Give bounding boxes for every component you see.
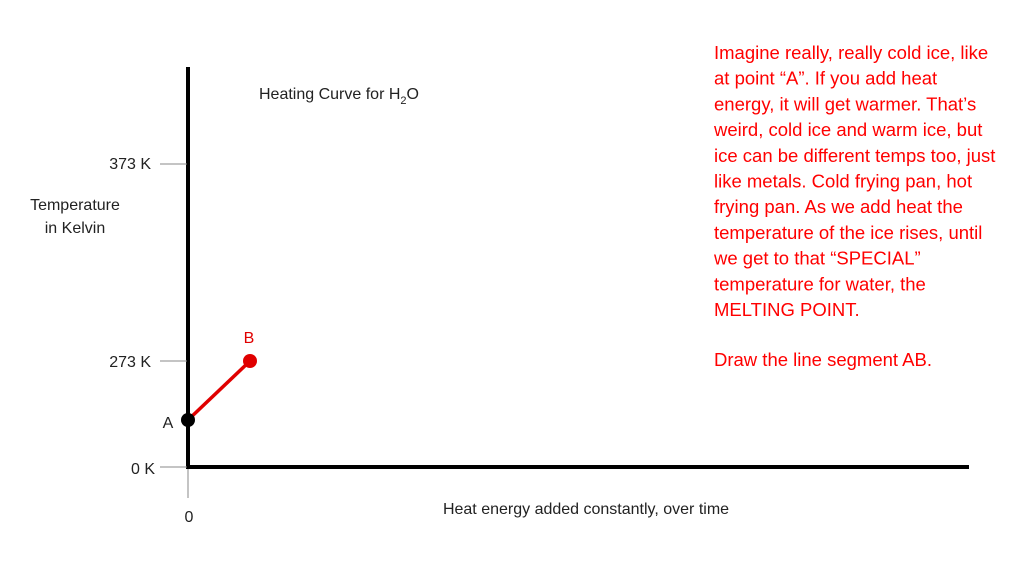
note-line: ice can be different temps too, just bbox=[714, 145, 995, 166]
x-tick-label: 0 bbox=[185, 509, 194, 526]
point-a bbox=[181, 413, 195, 427]
note-line: we get to that “SPECIAL” bbox=[713, 248, 921, 269]
note-line: like metals. Cold frying pan, hot bbox=[714, 171, 972, 192]
y-tick-label: 0 K bbox=[131, 461, 155, 478]
note-line: frying pan. As we add heat the bbox=[714, 196, 963, 217]
x-axis-label: Heat energy added constantly, over time bbox=[443, 501, 729, 518]
note-line: energy, it will get warmer. That’s bbox=[714, 93, 976, 114]
y-axis-label: in Kelvin bbox=[45, 220, 105, 237]
note-line: at point “A”. If you add heat bbox=[714, 68, 937, 89]
y-tick-label: 273 K bbox=[109, 354, 151, 371]
title-subscript: 2 bbox=[400, 95, 406, 107]
note-line: temperature for water, the bbox=[714, 273, 926, 294]
note: Imagine really, really cold ice, like at … bbox=[713, 42, 995, 320]
title-text: Heating Curve for H bbox=[259, 86, 400, 103]
note-line: MELTING POINT. bbox=[714, 299, 860, 320]
y-tick-label: 373 K bbox=[109, 156, 151, 173]
point-label: A bbox=[163, 415, 174, 432]
note-line: temperature of the ice rises, until bbox=[714, 222, 982, 243]
title: Heating Curve for H2O bbox=[259, 86, 419, 107]
segment-ab bbox=[186, 359, 252, 422]
y-axis-label: Temperature bbox=[30, 197, 120, 214]
note-line: Imagine really, really cold ice, like bbox=[714, 42, 988, 63]
title-tail: O bbox=[407, 86, 419, 103]
note-line: weird, cold ice and warm ice, but bbox=[713, 119, 982, 140]
point-label: B bbox=[244, 330, 255, 347]
instruction: Draw the line segment AB. bbox=[714, 349, 932, 370]
point-b bbox=[243, 354, 257, 368]
